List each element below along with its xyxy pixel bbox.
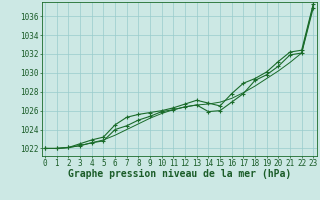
X-axis label: Graphe pression niveau de la mer (hPa): Graphe pression niveau de la mer (hPa) — [68, 169, 291, 179]
